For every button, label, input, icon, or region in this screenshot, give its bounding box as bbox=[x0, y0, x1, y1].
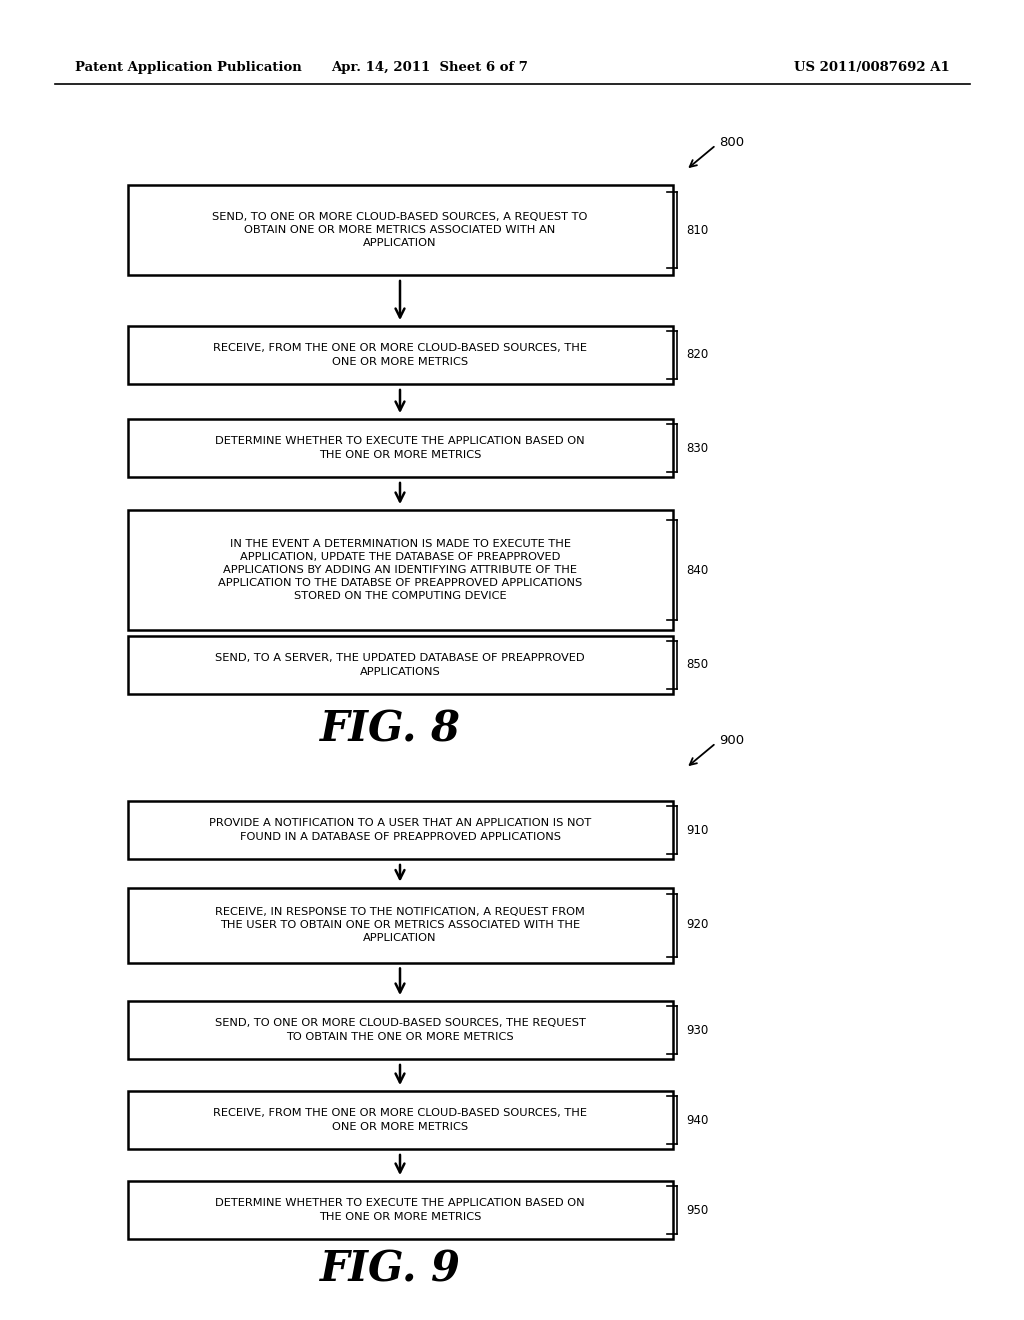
Text: RECEIVE, IN RESPONSE TO THE NOTIFICATION, A REQUEST FROM
THE USER TO OBTAIN ONE : RECEIVE, IN RESPONSE TO THE NOTIFICATION… bbox=[215, 907, 585, 944]
Text: 810: 810 bbox=[686, 223, 709, 236]
Text: SEND, TO ONE OR MORE CLOUD-BASED SOURCES, A REQUEST TO
OBTAIN ONE OR MORE METRIC: SEND, TO ONE OR MORE CLOUD-BASED SOURCES… bbox=[212, 211, 588, 248]
Text: PROVIDE A NOTIFICATION TO A USER THAT AN APPLICATION IS NOT
FOUND IN A DATABASE : PROVIDE A NOTIFICATION TO A USER THAT AN… bbox=[209, 818, 591, 842]
Text: DETERMINE WHETHER TO EXECUTE THE APPLICATION BASED ON
THE ONE OR MORE METRICS: DETERMINE WHETHER TO EXECUTE THE APPLICA… bbox=[215, 437, 585, 459]
Text: RECEIVE, FROM THE ONE OR MORE CLOUD-BASED SOURCES, THE
ONE OR MORE METRICS: RECEIVE, FROM THE ONE OR MORE CLOUD-BASE… bbox=[213, 1109, 587, 1131]
Bar bbox=[128, 418, 673, 477]
Text: 840: 840 bbox=[686, 564, 709, 577]
Text: Patent Application Publication: Patent Application Publication bbox=[75, 62, 302, 74]
Text: 940: 940 bbox=[686, 1114, 709, 1126]
Text: 820: 820 bbox=[686, 348, 709, 362]
Text: FIG. 8: FIG. 8 bbox=[319, 709, 461, 751]
Text: 910: 910 bbox=[686, 824, 709, 837]
Bar bbox=[128, 887, 673, 962]
Text: 950: 950 bbox=[686, 1204, 709, 1217]
Text: FIG. 9: FIG. 9 bbox=[319, 1249, 461, 1291]
Bar bbox=[128, 636, 673, 694]
Text: 930: 930 bbox=[686, 1023, 709, 1036]
Text: SEND, TO ONE OR MORE CLOUD-BASED SOURCES, THE REQUEST
TO OBTAIN THE ONE OR MORE : SEND, TO ONE OR MORE CLOUD-BASED SOURCES… bbox=[215, 1019, 586, 1041]
Text: 800: 800 bbox=[719, 136, 744, 149]
Bar bbox=[128, 1092, 673, 1148]
Bar bbox=[128, 1001, 673, 1059]
Text: RECEIVE, FROM THE ONE OR MORE CLOUD-BASED SOURCES, THE
ONE OR MORE METRICS: RECEIVE, FROM THE ONE OR MORE CLOUD-BASE… bbox=[213, 343, 587, 367]
Text: 830: 830 bbox=[686, 441, 709, 454]
Bar bbox=[128, 1181, 673, 1239]
Text: Apr. 14, 2011  Sheet 6 of 7: Apr. 14, 2011 Sheet 6 of 7 bbox=[332, 62, 528, 74]
Text: 850: 850 bbox=[686, 659, 709, 672]
Bar bbox=[128, 326, 673, 384]
Text: DETERMINE WHETHER TO EXECUTE THE APPLICATION BASED ON
THE ONE OR MORE METRICS: DETERMINE WHETHER TO EXECUTE THE APPLICA… bbox=[215, 1199, 585, 1221]
Text: IN THE EVENT A DETERMINATION IS MADE TO EXECUTE THE
APPLICATION, UPDATE THE DATA: IN THE EVENT A DETERMINATION IS MADE TO … bbox=[218, 539, 582, 602]
Text: SEND, TO A SERVER, THE UPDATED DATABASE OF PREAPPROVED
APPLICATIONS: SEND, TO A SERVER, THE UPDATED DATABASE … bbox=[215, 653, 585, 677]
Text: 920: 920 bbox=[686, 919, 709, 932]
Text: 900: 900 bbox=[719, 734, 744, 747]
Text: US 2011/0087692 A1: US 2011/0087692 A1 bbox=[795, 62, 950, 74]
Bar bbox=[128, 801, 673, 859]
Bar bbox=[128, 185, 673, 275]
Bar bbox=[128, 510, 673, 630]
